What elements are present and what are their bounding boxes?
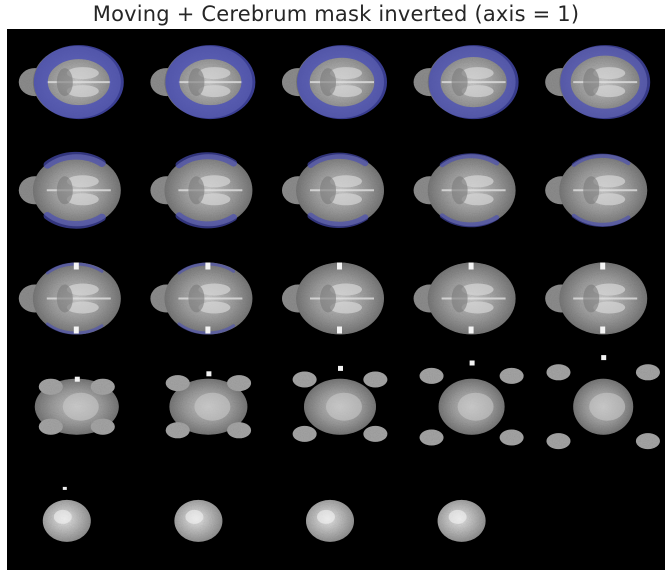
brain-slice-11 (19, 263, 121, 335)
slice-montage (7, 29, 665, 570)
brain-slice-20 (546, 355, 659, 449)
brain-slice-21 (43, 487, 91, 542)
brain-slice-1 (19, 46, 121, 118)
brain-slice-8 (282, 154, 384, 226)
brain-slice-10 (545, 154, 647, 226)
brain-slice-5 (545, 46, 647, 118)
brain-slice-23 (306, 500, 354, 542)
brain-slice-12 (150, 263, 252, 335)
brain-slice-24 (438, 500, 486, 542)
brain-slice-18 (293, 366, 388, 442)
brain-slice-2 (150, 46, 252, 118)
brain-slice-16 (35, 377, 119, 435)
brain-slice-15 (545, 263, 647, 335)
brain-slice-7 (150, 154, 252, 226)
brain-slice-22 (174, 500, 222, 542)
brain-slice-3 (282, 46, 384, 118)
brain-slice-4 (414, 46, 516, 118)
brain-slice-13 (282, 263, 384, 335)
montage-canvas (7, 29, 665, 570)
brain-slice-6 (19, 154, 121, 226)
brain-slice-14 (414, 263, 516, 335)
figure-title: Moving + Cerebrum mask inverted (axis = … (0, 2, 672, 26)
brain-slice-17 (166, 371, 251, 438)
brain-slice-9 (414, 154, 516, 226)
brain-slice-19 (420, 361, 524, 446)
